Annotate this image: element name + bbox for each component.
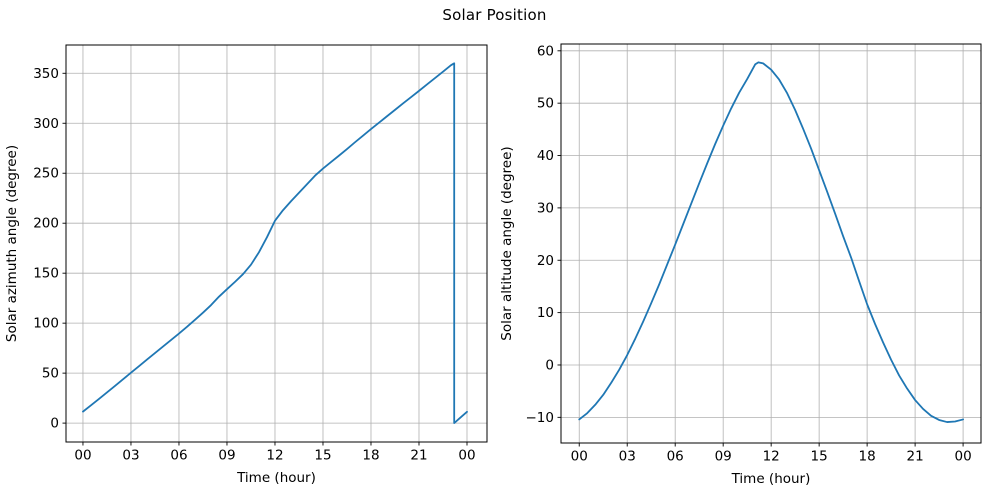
tick-labels: 00 03 06 09 12 15 18 21 00 −10 0 10 20 30 40 50 60	[526, 43, 972, 464]
y-tick-label: 200	[33, 216, 59, 232]
y-tick-label: 50	[537, 96, 554, 112]
y-tick-label: 100	[33, 316, 59, 332]
x-tick-label: 15	[811, 449, 828, 465]
y-axis-label: Solar azimuth angle (degree)	[4, 145, 20, 342]
y-tick-label: 60	[537, 43, 554, 59]
y-axis-label: Solar altitude angle (degree)	[499, 146, 515, 340]
grid	[66, 45, 487, 442]
subplot-altitude: 00 03 06 09 12 15 18 21 00 −10 0 10 20 30 40 50 60 Time (…	[499, 43, 982, 487]
series-line-solar-altitude	[578, 61, 964, 423]
x-tick-label: 06	[667, 449, 684, 465]
y-tick-label: 0	[545, 357, 554, 373]
x-tick-label: 21	[907, 449, 924, 465]
grid	[561, 44, 981, 443]
x-tick-label: 18	[859, 449, 876, 465]
y-tick-label: 30	[537, 200, 554, 216]
y-tick-label: 150	[33, 266, 59, 282]
y-tick-label: 300	[33, 116, 59, 132]
y-tick-label: −10	[526, 410, 555, 426]
y-tick-label: 350	[33, 66, 59, 82]
x-tick-label: 03	[122, 448, 139, 464]
series-line-solar-azimuth	[82, 62, 468, 425]
tick-marks	[557, 50, 964, 447]
x-tick-label: 18	[362, 448, 379, 464]
y-tick-label: 10	[537, 305, 554, 321]
x-tick-label: 03	[619, 449, 636, 465]
x-tick-label: 06	[170, 448, 187, 464]
y-tick-label: 250	[33, 166, 59, 182]
x-tick-label: 00	[74, 448, 91, 464]
x-tick-label: 12	[266, 448, 283, 464]
y-tick-label: 50	[42, 366, 59, 382]
x-tick-label: 12	[763, 449, 780, 465]
x-tick-label: 00	[458, 448, 475, 464]
x-tick-label: 09	[218, 448, 235, 464]
figure-title: Solar Position	[442, 6, 547, 24]
subplot-azimuth: 00 03 06 09 12 15 18 21 00050100150200250300350T…	[4, 44, 488, 486]
x-axis-label: Time (hour)	[731, 471, 811, 487]
x-tick-label: 00	[571, 449, 588, 465]
x-tick-label: 00	[954, 449, 971, 465]
x-axis-label: Time (hour)	[236, 470, 316, 486]
x-tick-label: 09	[715, 449, 732, 465]
plot-area	[66, 45, 487, 442]
y-tick-label: 0	[50, 416, 59, 432]
tick-marks	[62, 72, 468, 446]
y-tick-label: 20	[537, 253, 554, 269]
y-tick-label: 40	[537, 148, 554, 164]
axes-spines	[65, 44, 488, 443]
x-tick-label: 21	[410, 448, 427, 464]
x-tick-label: 15	[314, 448, 331, 464]
